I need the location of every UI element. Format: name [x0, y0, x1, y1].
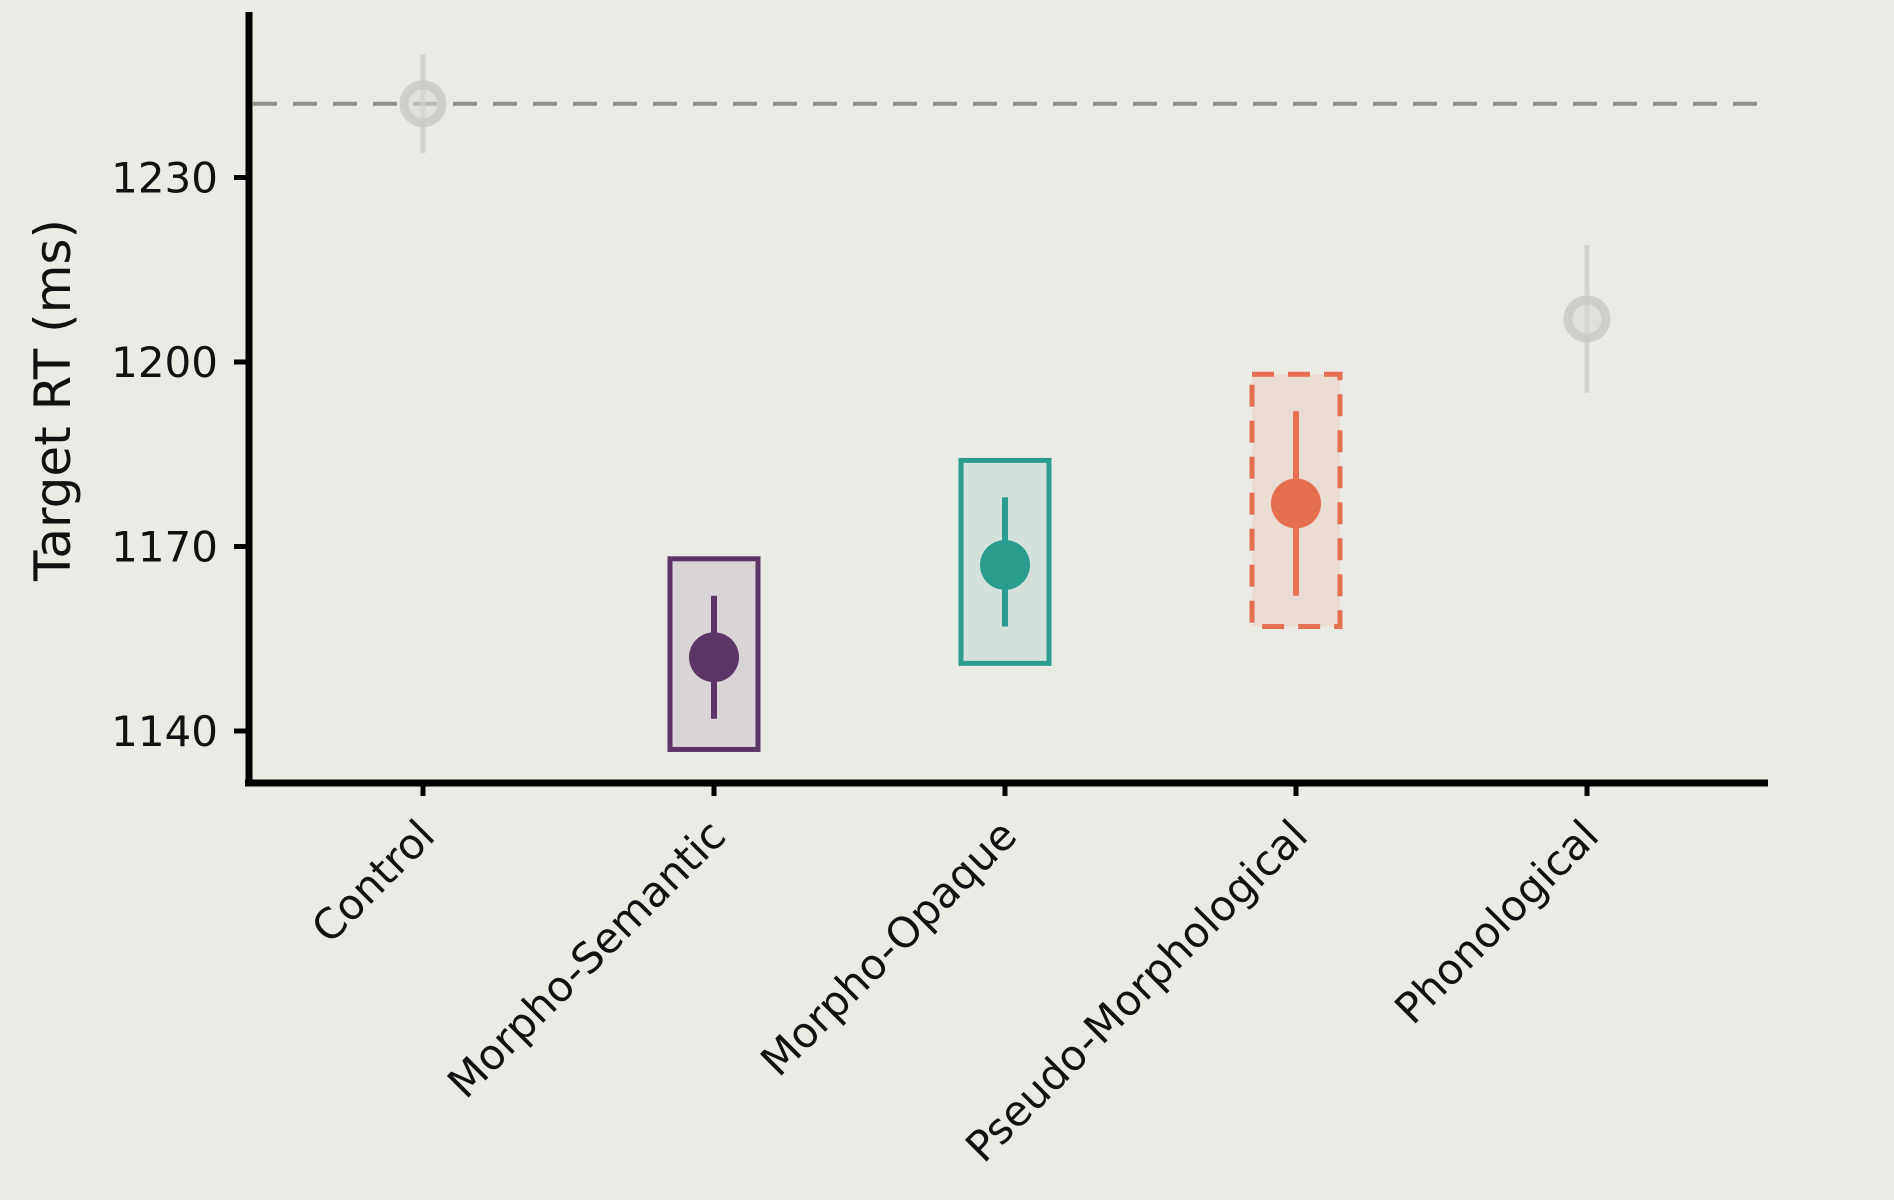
point-marker	[980, 539, 1030, 590]
x-tick-label: Control	[302, 810, 444, 952]
data-point-group	[958, 457, 1052, 666]
y-tick-label: 1170	[111, 523, 218, 572]
point-marker	[399, 80, 447, 128]
data-points-layer	[399, 54, 1611, 752]
x-tick-label: Morpho-Semantic	[438, 810, 735, 1107]
y-ticks-layer: 1140 1170 1200 1230	[111, 154, 249, 756]
y-tick-label: 1140	[111, 707, 218, 756]
y-tick-label: 1200	[111, 338, 218, 387]
axes-layer	[245, 12, 1768, 787]
y-tick-label: 1230	[111, 154, 218, 203]
point-marker	[1563, 295, 1611, 343]
point-marker	[1271, 478, 1321, 529]
y-axis-label: Target RT (ms)	[24, 219, 82, 582]
data-point-group	[667, 556, 761, 752]
data-point-group	[1563, 245, 1611, 393]
data-point-group	[1249, 371, 1343, 629]
x-tick-label: Morpho-Opaque	[751, 810, 1026, 1085]
data-point-group	[399, 54, 447, 153]
point-marker	[689, 632, 739, 683]
x-tick-label: Phonological	[1385, 810, 1608, 1033]
x-tick-label: Pseudo-Morphological	[956, 810, 1317, 1171]
